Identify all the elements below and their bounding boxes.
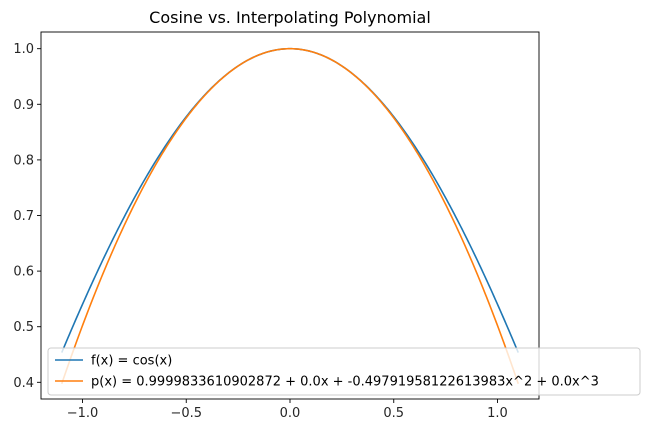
axes-frame [40,31,540,400]
x-tick-label: 0.0 [280,406,301,421]
y-tick-label: 0.9 [13,98,34,113]
series-line-1 [60,47,520,384]
legend-box [47,347,641,396]
chart-title: Cosine vs. Interpolating Polynomial [149,8,431,27]
x-tick-label: 1.0 [487,406,508,421]
y-tick-label: 0.8 [13,153,34,168]
y-tick-label: 1.0 [13,42,34,57]
y-tick-label: 0.5 [13,320,34,335]
x-tick-label: 0.5 [383,406,404,421]
x-tick-label: −0.5 [170,406,202,421]
legend-label-1: p(x) = 0.9999833610902872 + 0.0x + -0.49… [91,375,599,390]
y-tick-label: 0.7 [13,209,34,224]
series-line-0 [61,47,519,353]
x-tick-label: −1.0 [67,406,99,421]
axes: −1.0 −0.5 0.0 0.5 1.0 0.4 0.5 0.6 0.7 0.8 0.9 1.0 [13,31,540,421]
plot-area [60,47,520,384]
y-tick-label: 0.4 [13,376,34,391]
y-tick-label: 0.6 [13,265,34,280]
legend-label-0: f(x) = cos(x) [91,354,172,369]
legend: f(x) = cos(x) p(x) = 0.9999833610902872 +… [47,347,641,396]
